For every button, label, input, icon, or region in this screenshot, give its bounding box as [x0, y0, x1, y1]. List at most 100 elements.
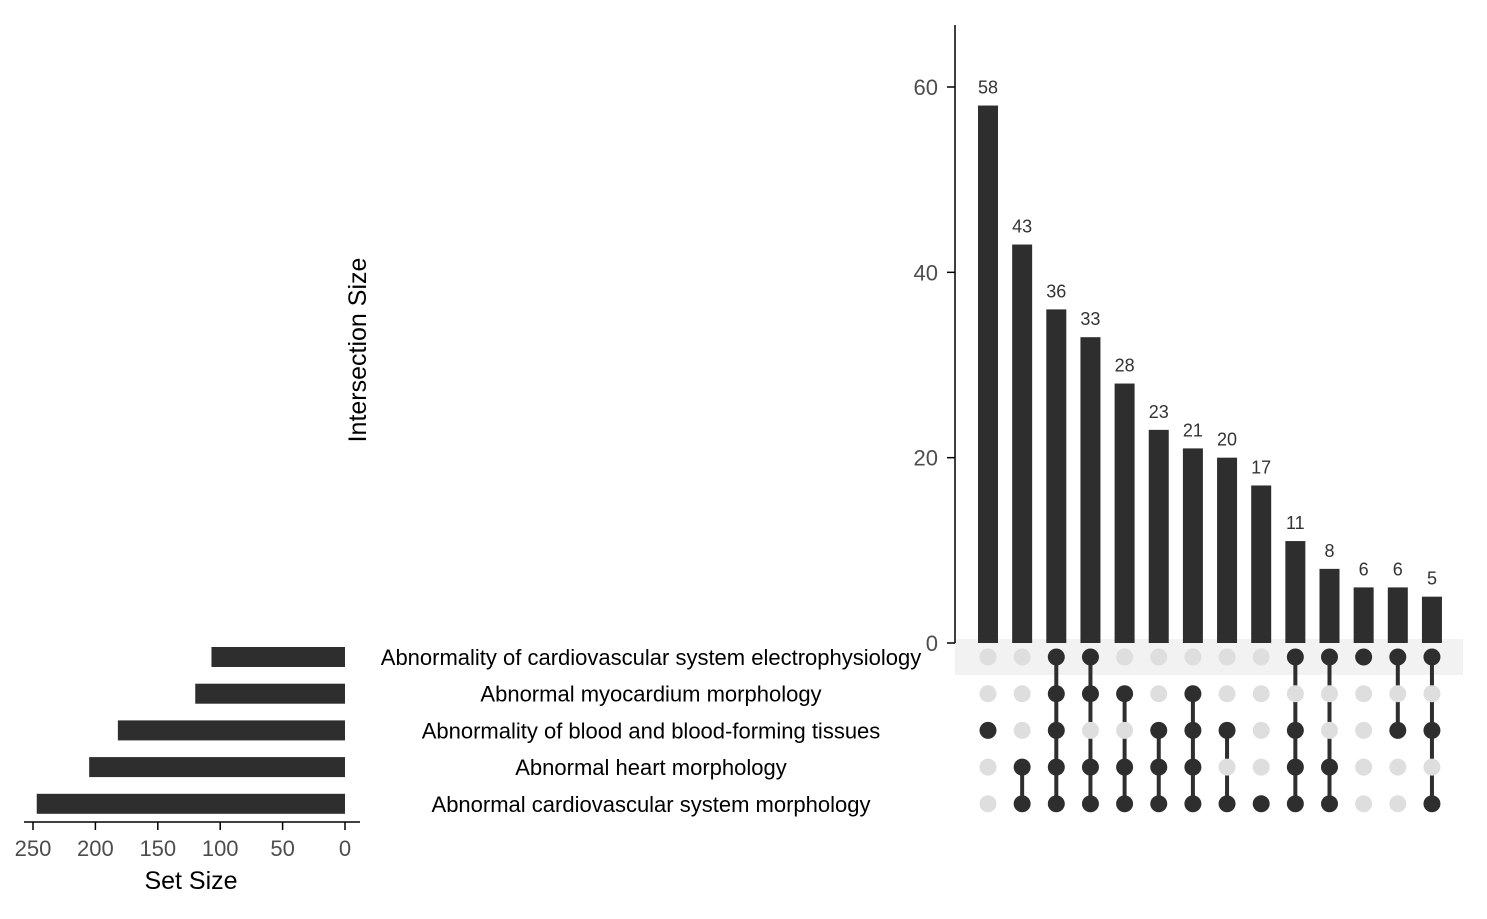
intersection-bar-label: 6	[1393, 559, 1403, 579]
intersection-bar	[1387, 587, 1408, 643]
matrix-dot-inactive	[1150, 685, 1168, 703]
matrix-stripes	[955, 639, 1463, 675]
matrix-dot-inactive	[1252, 648, 1270, 666]
matrix-dot-inactive	[1013, 648, 1031, 666]
intersection-bar	[1114, 383, 1135, 643]
intersection-bar-label: 21	[1183, 420, 1203, 440]
matrix-dot-inactive	[1218, 648, 1236, 666]
set-size-axis: 250 200 150 100 50 0	[15, 821, 360, 861]
matrix-dot-active	[1116, 795, 1134, 813]
matrix-dot-active	[1013, 758, 1031, 776]
set-size-tick-label: 0	[339, 836, 351, 861]
matrix-dot-inactive	[1081, 721, 1099, 739]
matrix-dot-inactive	[1252, 758, 1270, 776]
matrix-dot-inactive	[1286, 685, 1304, 703]
set-names: Abnormality of cardiovascular system ele…	[381, 645, 921, 817]
set-size-tick-label: 250	[15, 836, 52, 861]
intersection-bar	[1319, 568, 1340, 643]
matrix-dot-inactive	[1355, 685, 1373, 703]
matrix-dot-inactive	[1355, 758, 1373, 776]
intersection-bar	[1182, 448, 1203, 643]
intersection-bar-label: 23	[1149, 402, 1169, 422]
set-name-label: Abnormal cardiovascular system morpholog…	[432, 792, 871, 817]
matrix-stripe-row	[955, 639, 1463, 675]
intersection-bar-label: 8	[1324, 541, 1334, 561]
intersection-bar-label: 28	[1115, 356, 1135, 376]
intersection-bar-label: 43	[1012, 217, 1032, 237]
set-size-bars	[36, 647, 346, 814]
intersection-bar	[1217, 457, 1238, 643]
matrix-dot-active	[1423, 648, 1441, 666]
matrix-dot-active	[1286, 758, 1304, 776]
intersection-bar	[1080, 337, 1101, 643]
matrix-dot-active	[1321, 648, 1338, 666]
matrix-dot-active	[1184, 721, 1202, 739]
matrix-dot-active	[1081, 685, 1099, 703]
set-size-tick-label: 150	[139, 836, 176, 861]
intersection-size-axis: 0 20 40 60	[914, 25, 956, 656]
matrix-dot-active	[1184, 795, 1202, 813]
matrix-dot-active	[1116, 758, 1134, 776]
matrix-dot-active	[1389, 648, 1407, 666]
matrix-dot-active	[1218, 795, 1236, 813]
matrix-dot-active	[1013, 795, 1031, 813]
intersection-bar	[1251, 485, 1272, 643]
intersection-size-tick-label: 0	[926, 631, 938, 656]
intersection-bar-label: 58	[978, 78, 998, 98]
matrix-dot-active	[1218, 721, 1236, 739]
set-size-bar	[89, 757, 345, 778]
matrix-dot-inactive	[1355, 795, 1373, 813]
matrix-dot-active	[1389, 721, 1407, 739]
matrix-dot-inactive	[1321, 685, 1338, 703]
matrix-dot-inactive	[1389, 758, 1407, 776]
intersection-bar-label: 6	[1359, 559, 1369, 579]
matrix-dot-inactive	[1150, 648, 1168, 666]
intersection-size-tick-label: 60	[914, 75, 938, 100]
matrix-dot-inactive	[1252, 721, 1270, 739]
intersection-size-tick-label: 20	[914, 446, 938, 471]
matrix-dot-active	[1047, 758, 1065, 776]
set-size-bar	[36, 793, 346, 814]
matrix-dot-inactive	[1423, 685, 1441, 703]
matrix-dot-active	[1116, 685, 1134, 703]
matrix-dot-inactive	[979, 648, 997, 666]
intersection-bar-label: 36	[1046, 281, 1066, 301]
matrix-dot-active	[1081, 795, 1099, 813]
intersection-bar	[1046, 309, 1067, 643]
intersection-bar	[1285, 541, 1306, 643]
set-size-tick-label: 100	[202, 836, 239, 861]
matrix-dot-active	[1047, 685, 1065, 703]
matrix-dot-inactive	[1218, 758, 1236, 776]
matrix-dot-inactive	[1423, 758, 1441, 776]
set-size-tick-label: 200	[77, 836, 114, 861]
matrix-dot-active	[1081, 648, 1099, 666]
matrix-dot-inactive	[1252, 685, 1270, 703]
intersection-bar-labels: 58 43 36 33 28 23 21 20 17 11 8 6 6 5	[978, 78, 1437, 589]
matrix-dot-active	[979, 721, 997, 739]
matrix-dot-inactive	[979, 795, 997, 813]
intersection-bar-label: 20	[1217, 430, 1237, 450]
matrix-dot-inactive	[1321, 721, 1338, 739]
matrix-dot-active	[1150, 758, 1168, 776]
matrix-dot-active	[1252, 795, 1270, 813]
matrix-dot-inactive	[1389, 685, 1407, 703]
matrix-dot-inactive	[1389, 795, 1407, 813]
matrix-dot-active	[1184, 758, 1202, 776]
intersection-bar-label: 33	[1080, 309, 1100, 329]
matrix-dot-active	[1184, 685, 1202, 703]
set-size-axis-title: Set Size	[144, 867, 237, 895]
matrix-dot-inactive	[1116, 721, 1134, 739]
matrix-dot-active	[1423, 795, 1441, 813]
matrix-dot-active	[1321, 795, 1338, 813]
set-name-label: Abnormal myocardium morphology	[480, 682, 821, 707]
intersection-bar	[1012, 244, 1033, 644]
intersection-matrix	[979, 648, 1441, 813]
matrix-dot-active	[1355, 648, 1373, 666]
intersection-bar-label: 17	[1251, 457, 1271, 477]
matrix-dot-inactive	[1355, 721, 1373, 739]
set-name-label: Abnormal heart morphology	[515, 755, 786, 780]
matrix-dot-inactive	[1184, 648, 1202, 666]
matrix-dot-active	[1150, 795, 1168, 813]
matrix-dot-inactive	[1013, 721, 1031, 739]
